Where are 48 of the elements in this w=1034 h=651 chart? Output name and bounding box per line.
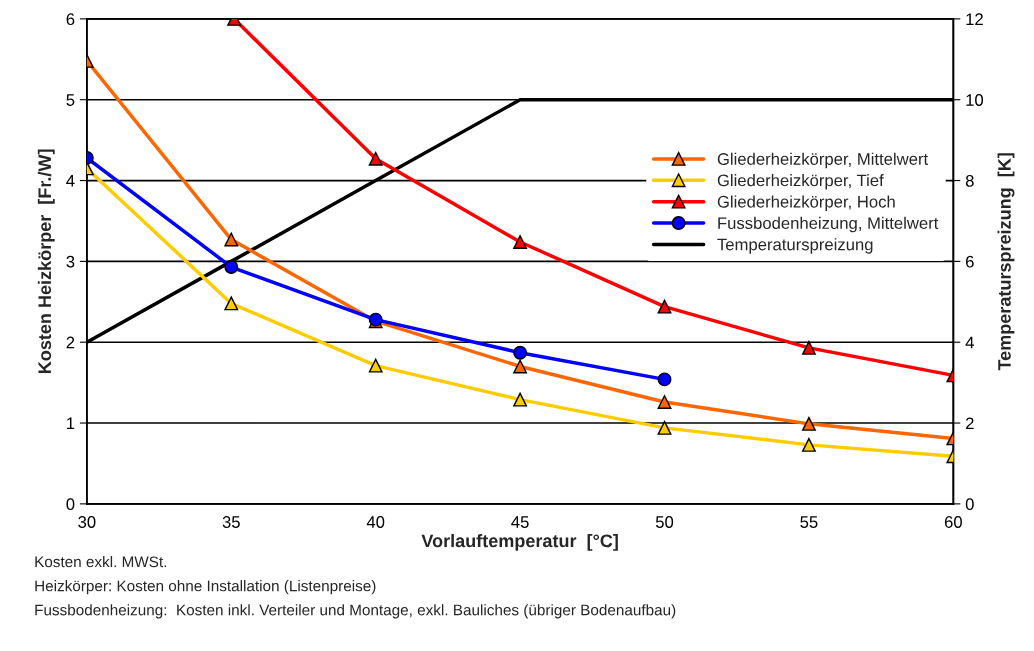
point [368, 358, 383, 373]
y-tick-label: 5 [66, 94, 75, 106]
point [657, 372, 672, 387]
text: Heizkörper: Kosten ohne Installation (Listenpreise) [35, 580, 376, 595]
point [368, 151, 383, 166]
y2-tick-label: 2 [965, 417, 974, 430]
x-tick-label: 40 [366, 516, 385, 528]
y2-tick-label: 12 [966, 13, 983, 25]
legend-label: Temperaturspreizung [717, 238, 873, 254]
y-tick-label: 4 [66, 175, 75, 187]
text: Kosten exkl. MWSt. [35, 555, 167, 568]
x-tick-label: 35 [222, 516, 240, 528]
point [657, 420, 672, 435]
legend-label: Gliederheizkörper, Hoch [717, 195, 895, 211]
legend-label: Gliederheizkörper, Mittelwert [717, 152, 929, 169]
legend-label: Fussbodenheizung, Mittelwert [718, 216, 939, 233]
x-tick-label: 45 [511, 516, 529, 528]
y-tick-label: 0 [66, 498, 75, 511]
point [801, 416, 816, 431]
y2-tick-label: 10 [966, 94, 984, 106]
point [224, 260, 239, 274]
point [513, 359, 528, 374]
y-tick-label: 2 [66, 336, 75, 349]
point [657, 299, 672, 314]
y2-tick-label: 4 [965, 336, 974, 349]
point [513, 345, 528, 360]
y2-tick-label: 6 [966, 255, 974, 268]
x-tick-label: 55 [800, 516, 818, 528]
point [801, 340, 816, 355]
point [224, 232, 239, 247]
point [513, 235, 528, 249]
x-tick-label: 30 [78, 516, 96, 528]
y-axis-title: Kosten Heizkörper [Fr./W] [37, 149, 55, 374]
y-tick-label: 3 [66, 255, 75, 268]
text: Fussbodenheizung: Kosten inkl. Verteiler und Montage, exkl. Bauliches (übriger Bodenaufbau) [35, 604, 676, 619]
point [513, 392, 528, 407]
x-tick-label: 50 [655, 516, 674, 528]
point [224, 296, 239, 311]
y2-axis-title: Temperaturspreizung [K] [997, 153, 1015, 371]
y2-tick-label: 8 [965, 174, 974, 187]
point [657, 395, 672, 409]
x-axis-title: Vorlauftemperatur [°C] [421, 533, 618, 551]
legend-label: Gliederheizkörper, Tief [717, 174, 884, 190]
x-tick-label: 60 [944, 516, 962, 528]
y-tick-label: 6 [66, 13, 75, 26]
point [801, 437, 816, 452]
y-tick-label: 1 [67, 417, 75, 430]
y2-tick-label: 0 [965, 498, 974, 511]
